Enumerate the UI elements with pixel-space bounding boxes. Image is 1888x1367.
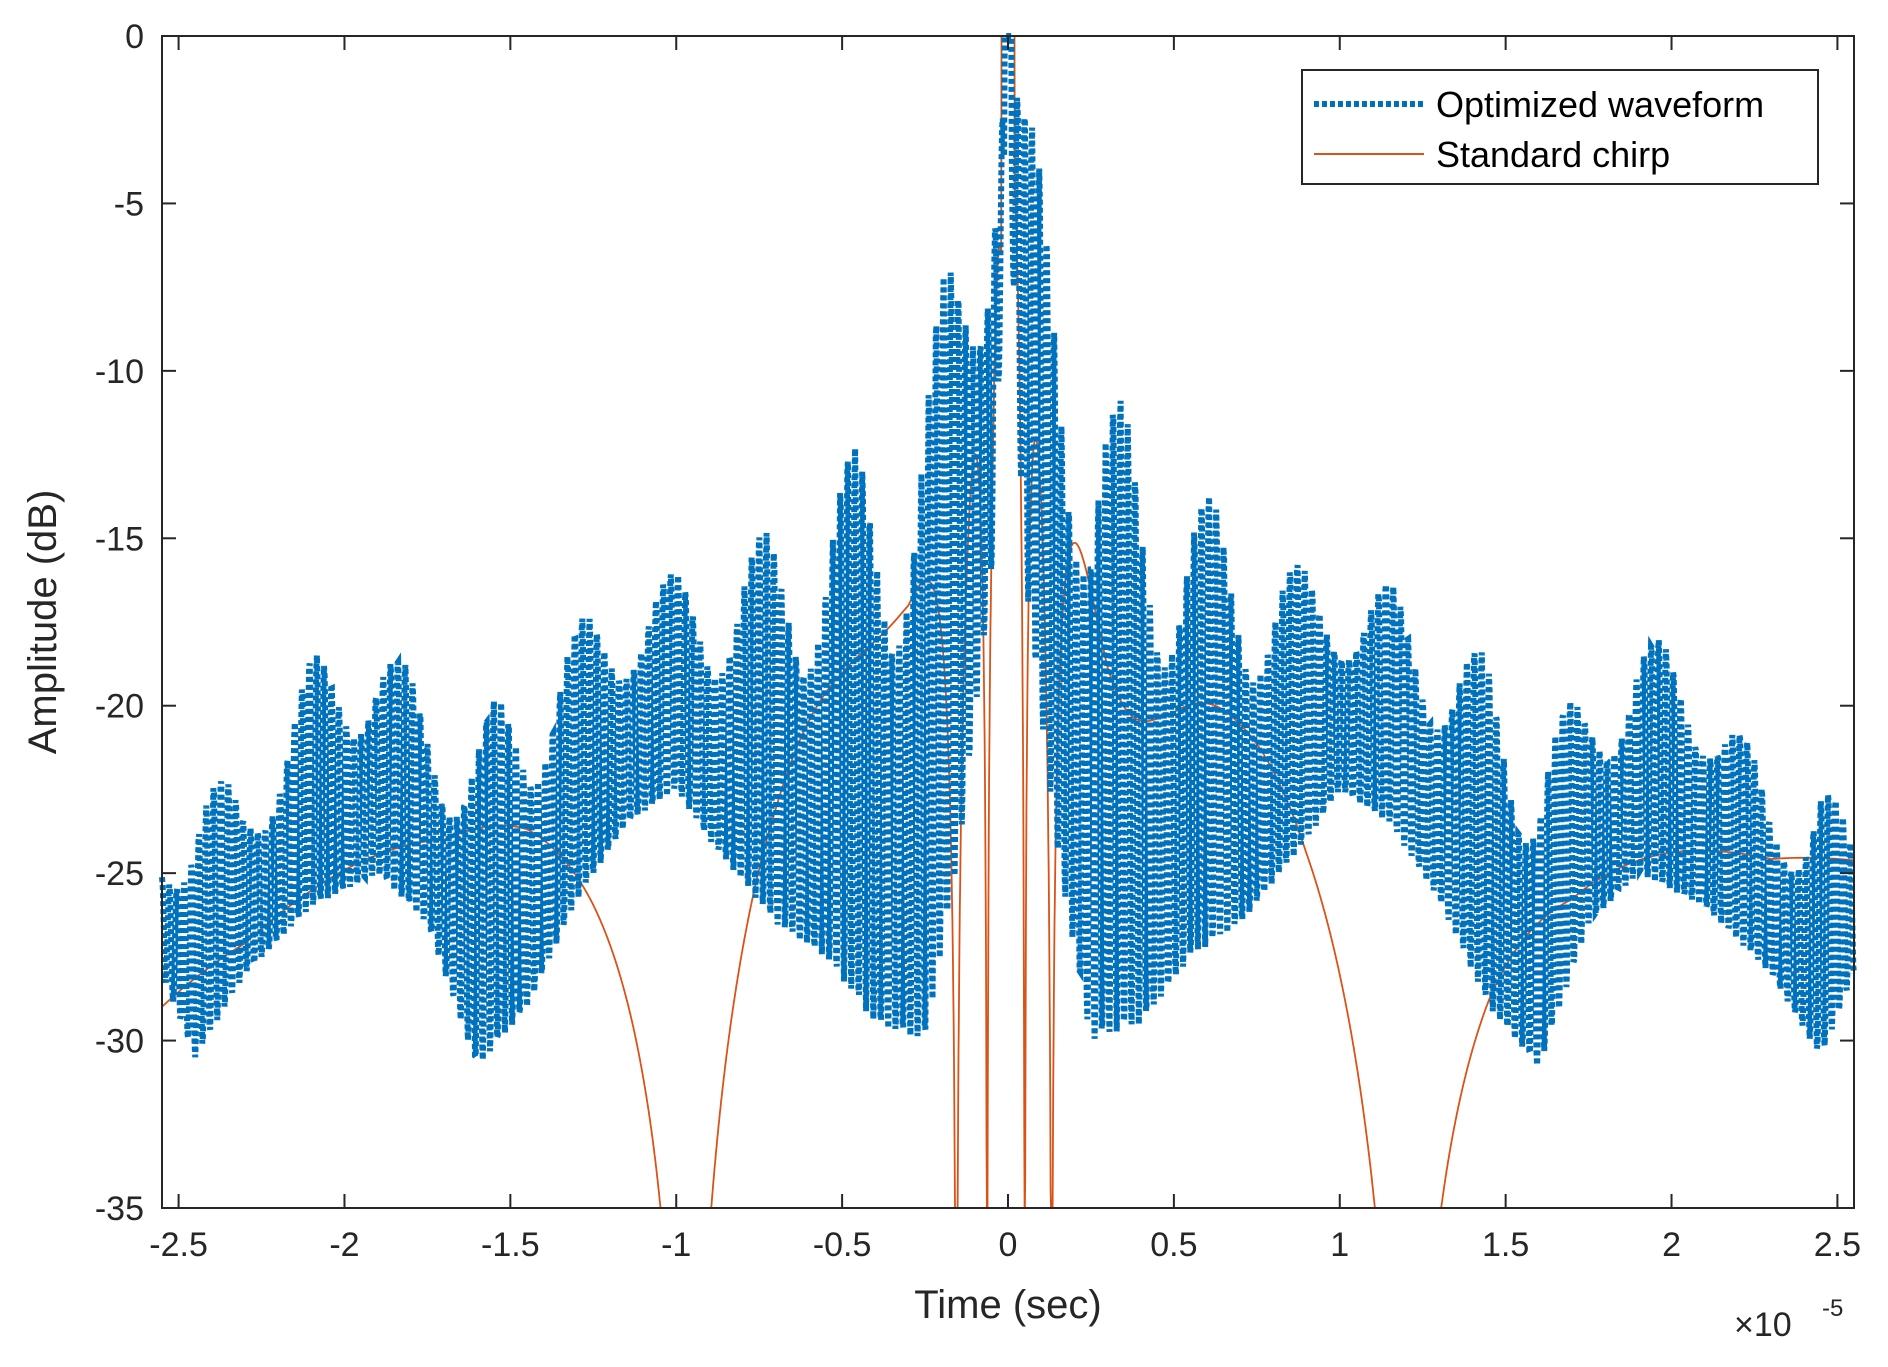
x-tick-label: 0.5 [1150,1226,1197,1264]
x-tick-label: -2.5 [149,1226,208,1264]
x-axis-label: Time (sec) [914,1283,1101,1327]
x-tick-label: 2.5 [1814,1226,1861,1264]
y-tick-label: -25 [95,855,144,893]
x-tick-label: -0.5 [813,1226,872,1264]
x-exponent-power: -5 [1822,1295,1843,1322]
x-tick-label: -1.5 [481,1226,540,1264]
x-tick-label: 0 [999,1226,1018,1264]
x-tick-label: 1 [1330,1226,1349,1264]
y-tick-label: -15 [95,520,144,558]
y-tick-label: -20 [95,688,144,726]
legend: Optimized waveform Standard chirp [1301,69,1819,185]
x-tick-label: -1 [661,1226,691,1264]
plot-area [162,36,1854,1208]
y-tick-label: -10 [95,353,144,391]
x-tick-label: 1.5 [1482,1226,1529,1264]
legend-box [1301,69,1819,185]
y-tick-label: -35 [95,1190,144,1228]
ticks-layer: -2.5 -2 -1.5 -1 -0.5 0 0.5 1 1.5 2 2.5 0 -5 -10 -15 -20… [95,18,1861,1264]
legend-label-chirp: Standard chirp [1436,134,1670,175]
y-axis-label: Amplitude (dB) [21,490,65,755]
x-exponent-base: ×10 [1734,1306,1792,1344]
x-tick-label: 2 [1662,1226,1681,1264]
y-tick-label: 0 [125,18,144,56]
legend-label-optimized: Optimized waveform [1436,84,1764,125]
x-tick-label: -2 [329,1226,359,1264]
y-tick-label: -5 [114,185,144,223]
x-axis-exponent: ×10 -5 [1734,1295,1843,1344]
y-tick-label: -30 [95,1023,144,1061]
